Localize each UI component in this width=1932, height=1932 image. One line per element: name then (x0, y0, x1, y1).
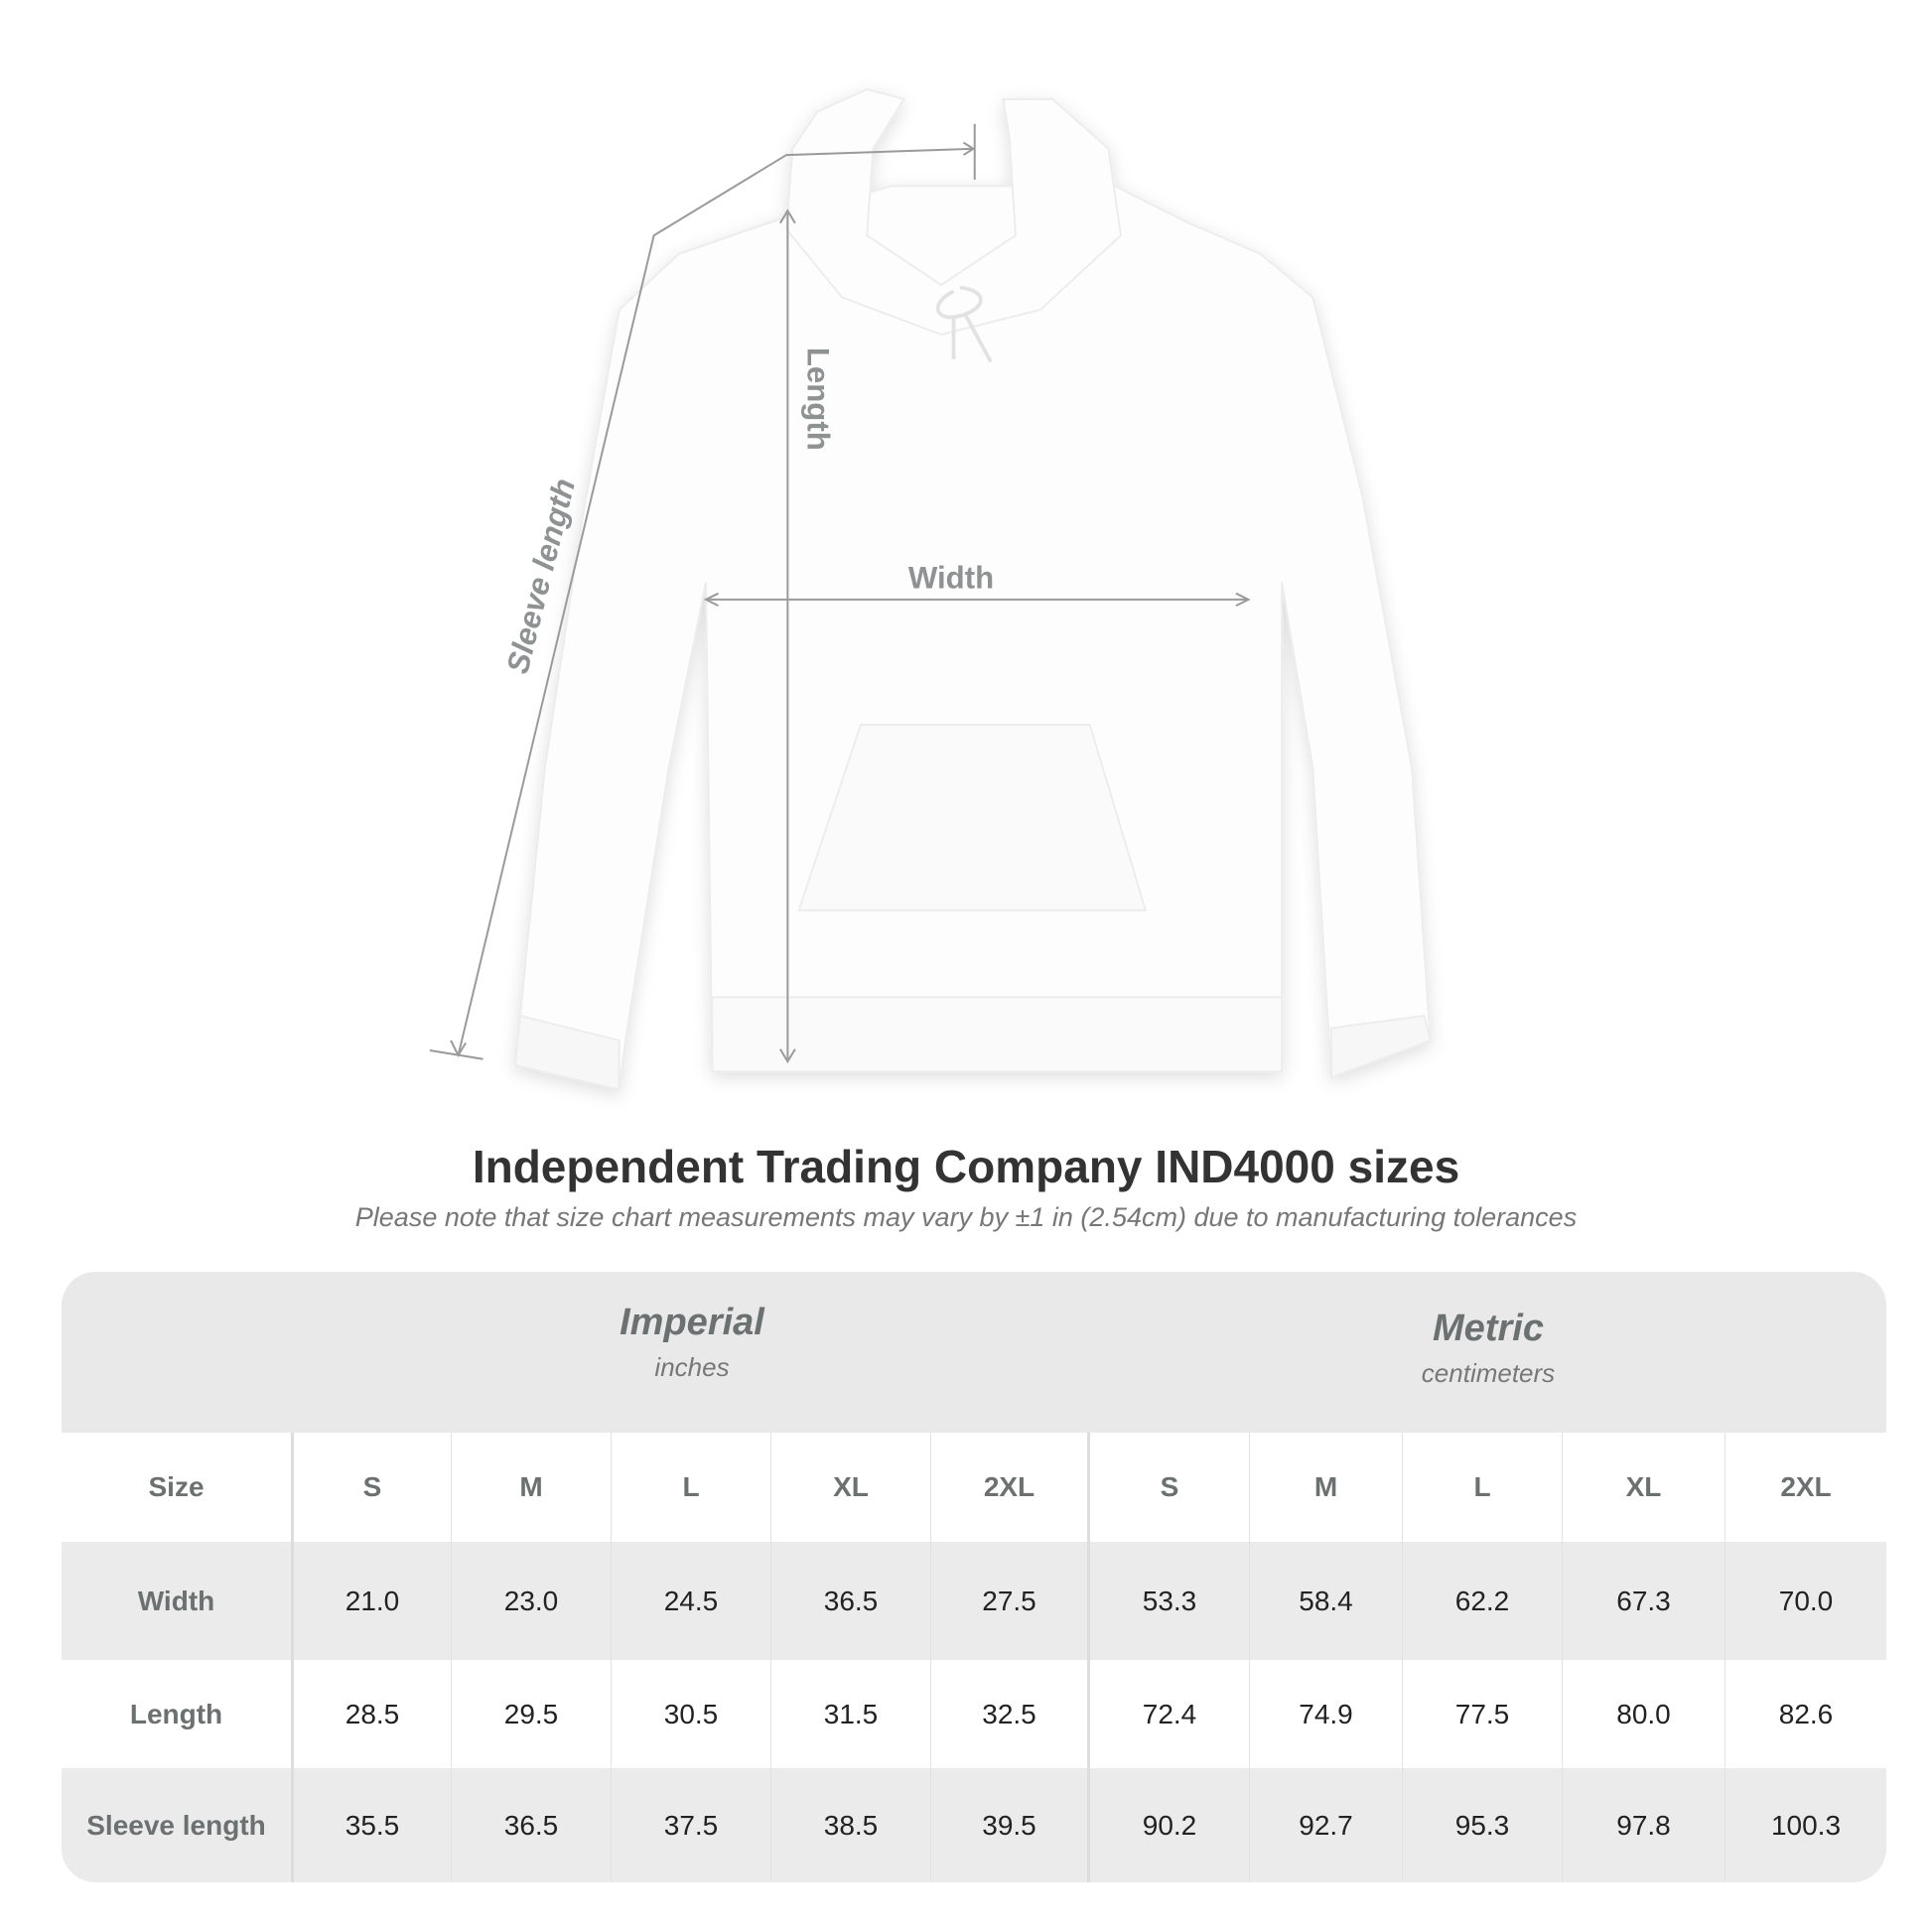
table-cell: 21.0 (294, 1542, 452, 1660)
table-cell: 28.5 (294, 1660, 452, 1768)
table-cell: 39.5 (931, 1768, 1090, 1882)
table-cell: 92.7 (1250, 1768, 1403, 1882)
page-subtitle: Please note that size chart measurements… (354, 1202, 1578, 1232)
table-cell: 97.8 (1563, 1768, 1725, 1882)
table-row: Length 28.5 29.5 30.5 31.5 32.5 72.4 74.9 77.5 80… (62, 1660, 1886, 1768)
table-cell: 35.5 (294, 1768, 452, 1882)
metric-unit: centimeters (1421, 1358, 1556, 1388)
table-cell: 23.0 (452, 1542, 612, 1660)
row-label: Length (62, 1660, 294, 1768)
size-header-cell: S (294, 1433, 452, 1542)
size-table: Imperial inches Metric centimeters Size S… (62, 1272, 1886, 1882)
hoodie-measurement-figure: Length Width Sleeve length (429, 87, 1432, 1092)
table-row: Width 21.0 23.0 24.5 36.5 27.5 53.3 58.4 62.2 67.… (62, 1542, 1886, 1660)
table-cell: 30.5 (612, 1660, 771, 1768)
size-header-cell: XL (1563, 1433, 1725, 1542)
imperial-unit: inches (654, 1352, 730, 1382)
size-header-cell: 2XL (1780, 1471, 1832, 1502)
size-header-cell: XL (771, 1433, 931, 1542)
table-cell: 77.5 (1403, 1660, 1563, 1768)
hoodie-image (513, 87, 1432, 1092)
table-cell: 95.3 (1403, 1768, 1563, 1882)
table-cell: 62.2 (1403, 1542, 1563, 1660)
table-cell: 70.0 (1778, 1585, 1834, 1616)
row-label: Sleeve length (62, 1768, 294, 1882)
table-cell: 29.5 (452, 1660, 612, 1768)
table-cell: 32.5 (931, 1660, 1090, 1768)
imperial-title: Imperial (620, 1302, 764, 1343)
table-cell: 27.5 (931, 1542, 1090, 1660)
table-cell: 36.5 (452, 1768, 612, 1882)
table-cell: 36.5 (771, 1542, 931, 1660)
sleeve-length-line (457, 147, 973, 1056)
table-cell: 82.6 (1778, 1698, 1834, 1729)
table-cell: 38.5 (771, 1768, 931, 1882)
imperial-group-header: Imperial inches (294, 1302, 1090, 1383)
width-label: Width (908, 561, 994, 596)
size-header-cell: L (612, 1433, 771, 1542)
table-header-band (62, 1272, 1886, 1433)
table-cell: 31.5 (771, 1660, 931, 1768)
size-header-row: Size S M L XL 2XL S M L XL 2XL (62, 1433, 1886, 1542)
table-cell: 100.3 (1770, 1809, 1842, 1841)
table-cell: 80.0 (1563, 1660, 1725, 1768)
table-cell: 67.3 (1563, 1542, 1725, 1660)
table-cell: 37.5 (612, 1768, 771, 1882)
size-header-cell: 2XL (931, 1433, 1090, 1542)
size-header-cell: L (1403, 1433, 1563, 1542)
row-label: Size (62, 1433, 294, 1542)
table-row: Sleeve length 35.5 36.5 37.5 38.5 39.5 90.2 92.… (62, 1768, 1886, 1882)
row-label: Width (62, 1542, 294, 1660)
table-cell: 58.4 (1250, 1542, 1403, 1660)
page-title: Independent Trading Company IND4000 size… (472, 1141, 1460, 1192)
table-cell: 53.3 (1090, 1542, 1250, 1660)
drawstrings (935, 285, 993, 363)
measurement-lines (429, 123, 1251, 1064)
metric-title: Metric (1433, 1308, 1544, 1349)
size-header-cell: M (1250, 1433, 1403, 1542)
table-cell: 72.4 (1090, 1660, 1250, 1768)
length-label: Length (800, 347, 835, 451)
table-cell: 90.2 (1090, 1768, 1250, 1882)
table-cell: 74.9 (1250, 1660, 1403, 1768)
table-cell: 24.5 (612, 1542, 771, 1660)
metric-group-header: Metric centimeters (1090, 1308, 1886, 1389)
size-header-cell: M (452, 1433, 612, 1542)
size-header-cell: S (1090, 1433, 1250, 1542)
